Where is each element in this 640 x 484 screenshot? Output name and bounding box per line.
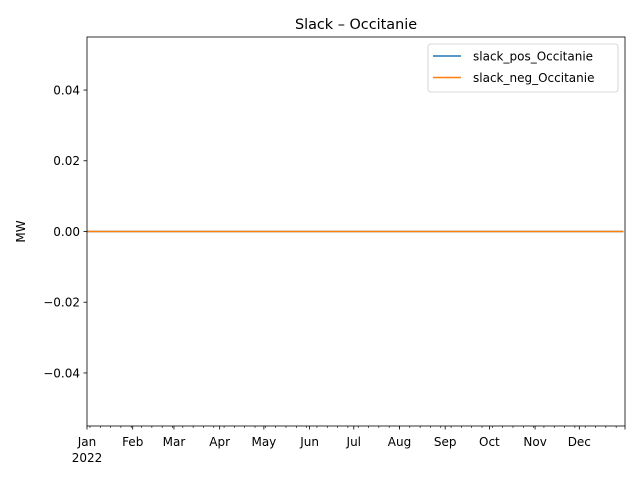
x-tick-label: Mar	[163, 435, 186, 449]
y-tick-label: −0.02	[43, 296, 80, 310]
y-tick-label: −0.04	[43, 366, 80, 380]
y-tick-label: 0.02	[53, 154, 80, 168]
legend-label: slack_pos_Occitanie	[473, 49, 593, 63]
x-axis-ticks: Jan Feb Mar Apr May Jun Jul Aug Sep Oct Nov Dec	[77, 426, 626, 449]
x-tick-label: Sep	[434, 435, 457, 449]
x-tick-label: Jun	[299, 435, 319, 449]
y-tick-label: 0.00	[53, 225, 80, 239]
y-axis-label: MW	[14, 220, 28, 242]
y-tick-label: 0.04	[53, 83, 80, 97]
legend: slack_pos_Occitanie slack_neg_Occitanie	[427, 43, 619, 93]
x-tick-label: Dec	[568, 435, 591, 449]
legend-label: slack_neg_Occitanie	[473, 71, 594, 85]
legend-box	[427, 43, 619, 93]
x-tick-label: May	[251, 435, 276, 449]
x-tick-label: Jul	[346, 435, 361, 449]
plot-frame	[86, 36, 626, 427]
x-tick-label: Nov	[523, 435, 546, 449]
x-tick-label: Feb	[122, 435, 143, 449]
x-tick-label: Oct	[479, 435, 500, 449]
x-axis-year-label: 2022	[72, 451, 103, 465]
x-tick-label: Aug	[388, 435, 411, 449]
x-tick-label: Jan	[77, 435, 97, 449]
x-tick-label: Apr	[209, 435, 230, 449]
y-axis-ticks: −0.04 −0.02 0.00 0.02 0.04	[43, 83, 87, 380]
chart-title: Slack – Occitanie	[295, 17, 417, 33]
